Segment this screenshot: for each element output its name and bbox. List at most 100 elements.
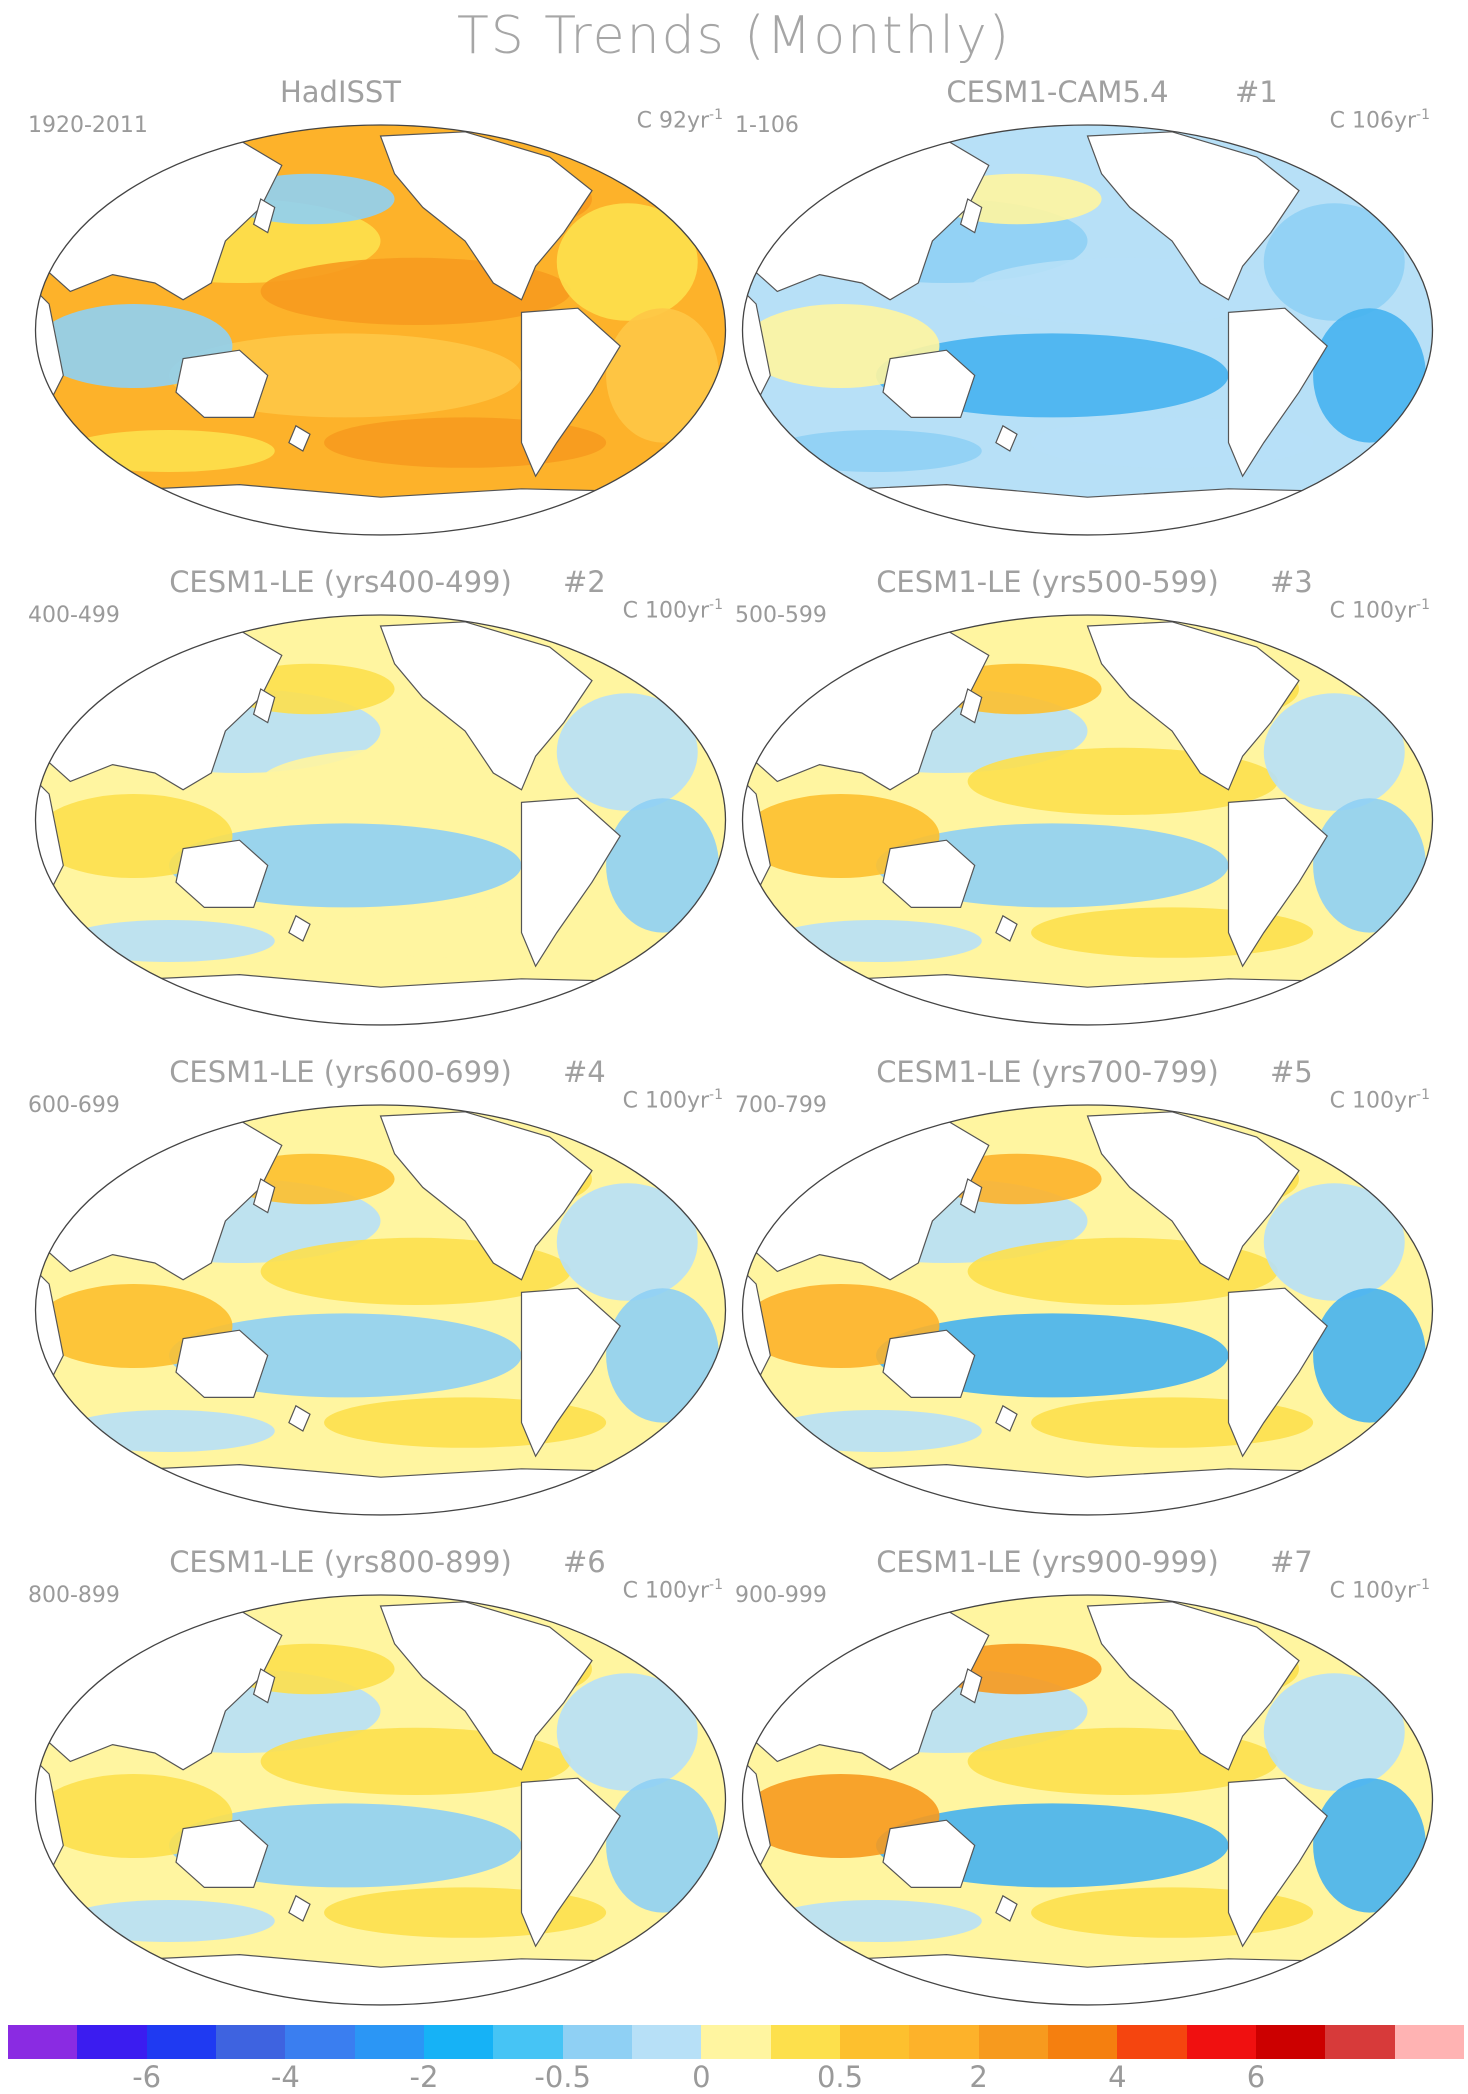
landmass-greenland <box>548 615 608 644</box>
trend-patch <box>606 1778 719 1913</box>
landmass-japan <box>252 1178 276 1214</box>
trend-patch <box>63 1900 275 1942</box>
colorbar-label: 2 <box>969 2060 988 2094</box>
map-panel: CESM1-CAM5.4 #1 1-106 C 106yr-1 <box>735 75 1440 545</box>
trend-patch <box>63 1410 275 1452</box>
colorbar <box>8 2025 1464 2059</box>
panel-units-text: C 106yr <box>1329 108 1417 134</box>
landmass-greenland <box>1255 1105 1315 1134</box>
panel-years: 800-899 <box>28 1583 120 1608</box>
colorbar-swatch <box>770 2025 840 2059</box>
panel-title: HadISST <box>279 75 402 109</box>
colorbar-label: -0.5 <box>534 2060 591 2094</box>
trend-patch <box>1263 1673 1405 1791</box>
panel-title: CESM1-LE (yrs400-499) <box>169 565 512 599</box>
landmass-northamerica <box>1086 131 1300 301</box>
panel-title: CESM1-LE (yrs800-899) <box>169 1545 512 1579</box>
trend-patch <box>1313 1778 1426 1913</box>
panel-units-exponent: -1 <box>709 1577 723 1593</box>
map-panel: CESM1-LE (yrs400-499) #2 400-499 C 100yr-1 <box>28 565 733 1035</box>
map-panel: CESM1-LE (yrs600-699) #4 600-699 C 100yr-1 <box>28 1055 733 1525</box>
landmass-nz <box>995 914 1018 942</box>
landmass-nz <box>995 1894 1018 1922</box>
panel-units: C 100yr-1 <box>1330 597 1430 623</box>
world-map <box>741 124 1434 536</box>
panel-units-text: C 100yr <box>1329 598 1417 624</box>
trend-patch <box>770 1410 982 1452</box>
landmass-northamerica <box>379 131 593 301</box>
landmass-australia <box>882 1329 976 1398</box>
landmass-nz <box>288 1404 311 1432</box>
map-border <box>741 614 1434 1026</box>
world-map <box>34 1594 727 2006</box>
colorbar-swatch <box>1255 2025 1326 2059</box>
landmass-australia <box>175 1329 269 1398</box>
trend-patch <box>1263 203 1405 321</box>
panel-units-exponent: -1 <box>709 107 723 123</box>
landmass-japan <box>959 688 983 724</box>
map-panel: CESM1-LE (yrs800-899) #6 800-899 C 100yr-1 <box>28 1545 733 2015</box>
landmass-northamerica <box>1086 1601 1300 1771</box>
landmass-australia <box>175 1819 269 1888</box>
landmass-australia <box>882 839 976 908</box>
world-map <box>34 1104 727 1516</box>
panel-number: #2 <box>563 565 606 599</box>
colorbar-swatch <box>1117 2025 1187 2059</box>
landmass-southamerica <box>520 797 621 968</box>
map-border <box>34 124 727 536</box>
panel-units-exponent: -1 <box>709 597 723 613</box>
map-panel: CESM1-LE (yrs500-599) #3 500-599 C 100yr-1 <box>735 565 1440 1035</box>
map-panel: HadISST 1920-2011 C 92yr-1 <box>28 75 733 545</box>
world-map <box>741 614 1434 1026</box>
panel-number: #1 <box>1235 75 1278 109</box>
world-map <box>34 614 727 1026</box>
landmass-southamerica <box>520 1777 621 1948</box>
panel-units-text: C 100yr <box>1329 1088 1417 1114</box>
panel-title: CESM1-LE (yrs600-699) <box>169 1055 512 1089</box>
colorbar-label: 0 <box>692 2060 711 2094</box>
panel-units-text: C 100yr <box>1329 1578 1417 1604</box>
colorbar-swatch <box>8 2025 78 2059</box>
panel-number: #5 <box>1270 1055 1313 1089</box>
panel-years: 500-599 <box>735 603 827 628</box>
panel-units-exponent: -1 <box>1416 597 1430 613</box>
figure-title: TS Trends (Monthly) <box>456 6 1011 66</box>
landmass-nz <box>995 1404 1018 1432</box>
landmass-greenland <box>548 1105 608 1134</box>
landmass-japan <box>252 688 276 724</box>
panel-title: CESM1-LE (yrs500-599) <box>876 565 1219 599</box>
landmass-japan <box>252 1668 276 1704</box>
panel-units-exponent: -1 <box>1416 1087 1430 1103</box>
landmass-northamerica <box>379 1111 593 1281</box>
colorbar-swatch <box>493 2025 563 2059</box>
panel-title: CESM1-LE (yrs900-999) <box>876 1545 1219 1579</box>
landmass-japan <box>252 198 276 234</box>
colorbar-swatch <box>1047 2025 1118 2059</box>
panel-years: 700-799 <box>735 1093 827 1118</box>
colorbar-swatch <box>423 2025 494 2059</box>
landmass-southamerica <box>520 307 621 478</box>
landmass-northamerica <box>1086 1111 1300 1281</box>
colorbar-swatch <box>839 2025 910 2059</box>
panel-number: #3 <box>1270 565 1313 599</box>
trend-patch <box>556 203 698 321</box>
colorbar-swatch <box>354 2025 424 2059</box>
landmass-nz <box>288 1894 311 1922</box>
panel-years: 1920-2011 <box>28 113 148 138</box>
landmass-northamerica <box>379 621 593 791</box>
colorbar-swatch <box>978 2025 1048 2059</box>
trend-patch <box>556 693 698 811</box>
trend-patch <box>770 920 982 962</box>
trend-patch <box>1263 693 1405 811</box>
trend-patch <box>606 308 719 443</box>
trend-patch <box>1313 1288 1426 1423</box>
panel-units: C 100yr-1 <box>1330 1577 1430 1603</box>
landmass-nz <box>288 914 311 942</box>
panel-years: 1-106 <box>735 113 799 138</box>
colorbar-label: -4 <box>270 2060 300 2094</box>
map-border <box>741 124 1434 536</box>
trend-patch <box>606 798 719 933</box>
panel-title: CESM1-LE (yrs700-799) <box>876 1055 1219 1089</box>
trend-patch <box>556 1673 698 1791</box>
landmass-japan <box>959 1668 983 1704</box>
